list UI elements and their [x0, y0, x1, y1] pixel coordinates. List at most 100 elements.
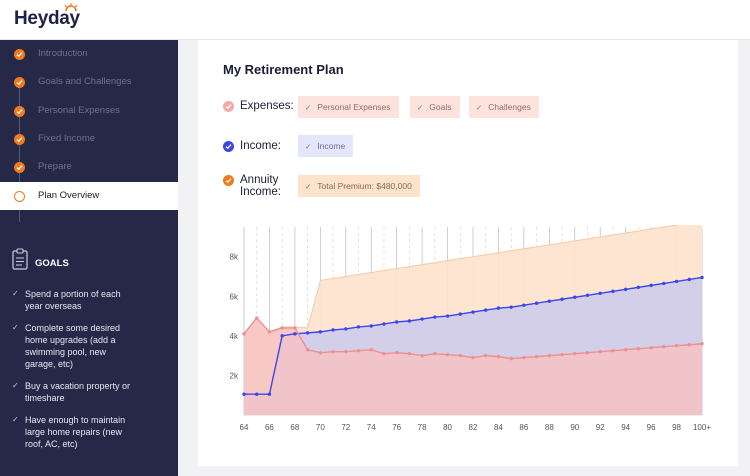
expenses-point [255, 316, 259, 320]
check-icon: ✓ [12, 381, 19, 390]
expenses-area [244, 318, 702, 415]
chip-personal-expenses[interactable]: ✓ Personal Expenses [298, 96, 399, 118]
goal-text: Buy a vacation property or timeshare [25, 381, 131, 403]
y-axis: 2k 4k 6k 8k [230, 253, 239, 381]
goals-title: GOALS [35, 258, 69, 269]
step-plan-overview[interactable]: Plan Overview [0, 182, 178, 210]
expenses-point [700, 342, 704, 346]
expenses-point [433, 351, 437, 356]
step-label: Plan Overview [38, 190, 100, 201]
chip-label: Income [317, 141, 346, 151]
income-point [356, 325, 361, 329]
expenses-point [394, 350, 399, 355]
legend-label: Income: [240, 140, 281, 152]
y-tick-label: 8k [230, 253, 239, 262]
expenses-point [280, 326, 284, 330]
income-point [662, 281, 666, 286]
goal-text: Spend a portion of each year overseas [25, 289, 121, 311]
step-goals-and-challenges[interactable]: Goals and Challenges [0, 68, 178, 96]
income-point [687, 277, 691, 282]
income-point [484, 308, 488, 312]
step-personal-expenses[interactable]: Personal Expenses [0, 97, 178, 125]
expenses-point [471, 355, 475, 360]
x-tick-label: 84 [494, 423, 503, 432]
chip-challenges[interactable]: ✓ Challenges [469, 96, 539, 118]
expenses-point [662, 345, 666, 349]
expenses-point [636, 347, 641, 351]
page-title: My Retirement Plan [223, 62, 344, 77]
step-prepare[interactable]: Prepare [0, 153, 178, 181]
x-tick-label: 68 [290, 423, 299, 432]
chip-label: Challenges [488, 102, 531, 112]
expenses-point [522, 355, 526, 360]
sun-logo-icon [64, 3, 78, 12]
x-tick-label: 78 [418, 423, 427, 432]
x-tick-label: 88 [545, 423, 554, 432]
expenses-point [484, 353, 488, 358]
income-point [369, 324, 373, 328]
chip-goals[interactable]: ✓ Goals [410, 96, 460, 118]
expenses-point [611, 348, 615, 353]
step-fixed-income[interactable]: Fixed Income [0, 125, 178, 153]
step-introduction[interactable]: Introduction [0, 40, 178, 68]
check-circle-icon [14, 106, 25, 117]
income-point [636, 285, 641, 290]
legend-label: Annuity [240, 174, 279, 186]
income-point [305, 331, 310, 335]
expenses-point [293, 326, 297, 330]
check-icon: ✓ [417, 103, 424, 112]
expenses-point [267, 330, 272, 334]
expenses-point [458, 353, 462, 358]
check-circle-icon [14, 162, 25, 173]
income-point [496, 306, 501, 310]
step-label: Introduction [38, 48, 88, 59]
x-tick-label: 96 [647, 423, 656, 432]
income-point [534, 301, 539, 305]
income-point [445, 314, 450, 318]
x-tick-label: 74 [367, 423, 376, 432]
x-tick-label: 92 [596, 423, 605, 432]
expenses-point [344, 349, 348, 354]
expenses-point [331, 349, 335, 354]
chart-points [242, 275, 704, 396]
legend-label: Income: [240, 186, 281, 198]
income-point [318, 330, 323, 334]
x-tick-label: 90 [570, 423, 579, 432]
annuity-line [243, 225, 680, 335]
income-point [331, 328, 335, 332]
chip-label: Total Premium: $480,000 [317, 181, 412, 191]
income-point [509, 305, 513, 309]
step-label: Fixed Income [38, 133, 96, 144]
current-step-icon [14, 191, 25, 202]
income-point [293, 332, 297, 336]
check-icon: ✓ [305, 142, 312, 151]
top-bar: Heyday [0, 0, 750, 40]
expenses-point [649, 346, 653, 350]
expenses-point [547, 353, 552, 358]
x-tick-label: 72 [341, 423, 350, 432]
income-point [407, 319, 412, 323]
expenses-point [534, 354, 539, 359]
expenses-point [242, 332, 246, 336]
expenses-point [496, 354, 501, 359]
income-check-icon [223, 141, 234, 152]
check-circle-icon [14, 49, 25, 60]
x-tick-label: 80 [443, 423, 452, 432]
expenses-point [356, 348, 361, 353]
annuity-check-icon [223, 175, 234, 186]
expenses-point [560, 352, 564, 357]
check-icon: ✓ [476, 103, 483, 112]
expenses-point [445, 352, 450, 357]
chip-label: Goals [429, 102, 452, 112]
income-point [585, 293, 590, 297]
chip-income[interactable]: ✓ Income [298, 135, 354, 157]
chip-total-premium[interactable]: ✓ Total Premium: $480,000 [298, 175, 420, 197]
income-point [458, 312, 462, 316]
step-label: Prepare [38, 161, 72, 172]
brand-logo[interactable]: Heyday [14, 8, 80, 29]
expenses-point [585, 350, 590, 355]
step-label: Personal Expenses [38, 105, 120, 116]
x-tick-label: 76 [392, 423, 401, 432]
check-icon: ✓ [12, 323, 19, 332]
x-tick-label: 66 [265, 423, 274, 432]
